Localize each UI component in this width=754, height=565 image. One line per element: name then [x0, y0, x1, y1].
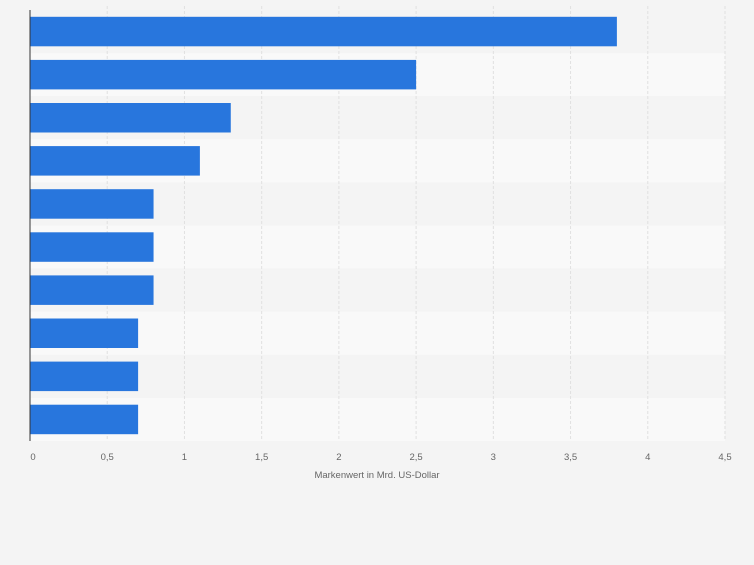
bar	[30, 404, 139, 435]
bar	[30, 59, 417, 90]
row-band	[30, 354, 725, 398]
bar	[30, 189, 154, 219]
bar	[30, 146, 200, 176]
x-tick-label: 3	[491, 452, 496, 463]
bar	[30, 103, 231, 133]
x-tick-label: 4,5	[718, 452, 731, 463]
x-tick-label: 0	[30, 452, 35, 463]
bar	[30, 275, 154, 305]
row-band	[30, 311, 725, 355]
x-tick-label: 1,5	[255, 452, 268, 463]
bars	[30, 16, 617, 435]
bar	[30, 361, 139, 392]
x-tick-label: 2	[336, 452, 341, 463]
x-tick-label: 1	[182, 452, 187, 463]
x-tick-label: 4	[645, 452, 650, 463]
bar	[30, 318, 139, 348]
bar	[30, 232, 154, 262]
x-tick-labels: 0 0,5 1 1,5 2 2,5 3 3,5 4 4,5	[30, 452, 731, 463]
x-tick-label: 0,5	[101, 452, 114, 463]
bar	[30, 16, 617, 47]
x-tick-label: 3,5	[564, 452, 577, 463]
x-axis-label: Markenwert in Mrd. US-Dollar	[314, 470, 439, 481]
x-tick-label: 2,5	[410, 452, 423, 463]
row-band	[30, 397, 725, 441]
